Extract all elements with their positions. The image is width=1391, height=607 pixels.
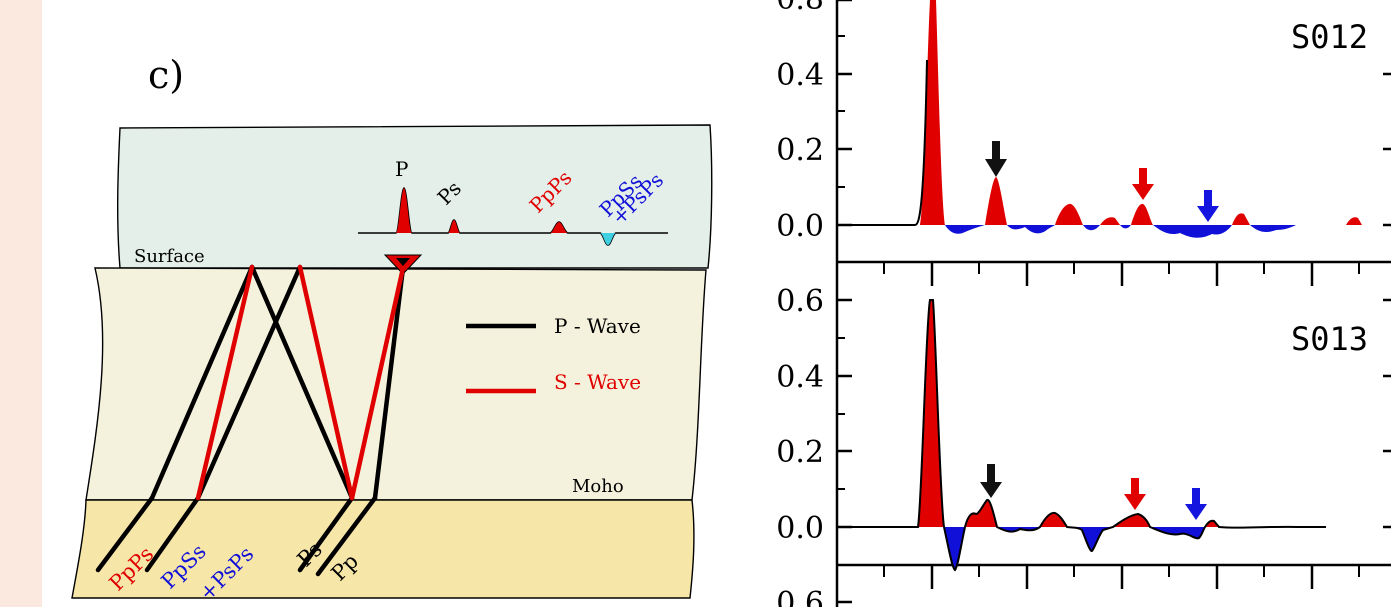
legend-s-label: S - Wave — [554, 370, 641, 394]
y-tick-label: 0.0 — [776, 209, 824, 244]
trace-s012 — [848, 0, 1362, 238]
arrow-ppss-s012 — [1197, 190, 1219, 222]
trace-p-peak — [396, 188, 412, 233]
station-label-s012: S012 — [1291, 18, 1368, 56]
y-tick-label: 0.4 — [776, 58, 824, 93]
legend-p-label: P - Wave — [554, 314, 641, 338]
p-wave-rays — [95, 264, 406, 577]
mantle-layer — [71, 499, 695, 599]
arrow-ppps-s013 — [1124, 478, 1146, 510]
surface-label: Surface — [134, 246, 205, 267]
s-wave-rays — [195, 264, 406, 501]
trace-ps-peak — [448, 220, 460, 233]
trace-ppss-trough — [600, 233, 616, 245]
trace-s013 — [848, 299, 1326, 572]
station-triangle-inner — [396, 258, 410, 266]
y-tick-label: 0.0 — [776, 511, 824, 546]
panel-label: c) — [148, 53, 184, 97]
station-label-s013: S013 — [1291, 320, 1368, 358]
trace-ppps-peak — [550, 222, 568, 233]
y-tick-label: 0.2 — [776, 435, 824, 470]
receiver-function-axes — [835, 0, 1391, 607]
phase-arrows — [980, 141, 1219, 520]
arrow-ppps-s012 — [1132, 168, 1154, 200]
arrow-ps-s012 — [985, 141, 1007, 177]
arrow-ps-s013 — [980, 464, 1002, 498]
arrow-ppss-s013 — [1185, 488, 1207, 520]
y-tick-label: 0.6 — [776, 284, 824, 319]
y-tick-label: 0.6 — [776, 586, 824, 607]
y-tick-labels: 0.8 0.4 0.2 0.0 0.6 0.4 0.2 0.0 0.6 — [776, 0, 824, 607]
y-tick-label: 0.8 — [776, 0, 824, 17]
moho-label: Moho — [572, 476, 624, 497]
y-tick-label: 0.2 — [776, 133, 824, 168]
y-tick-label: 0.4 — [776, 360, 824, 395]
trace-label-p: P — [395, 157, 408, 181]
left-margin-strip — [0, 0, 42, 607]
